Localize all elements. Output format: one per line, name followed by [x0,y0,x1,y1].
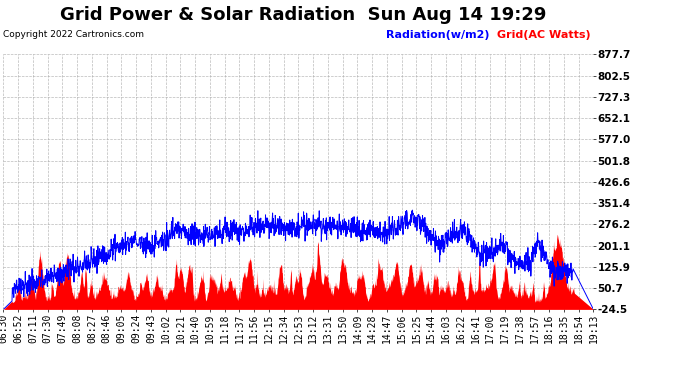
Text: Grid Power & Solar Radiation  Sun Aug 14 19:29: Grid Power & Solar Radiation Sun Aug 14 … [61,6,546,24]
Text: Radiation(w/m2): Radiation(w/m2) [386,30,490,40]
Text: Grid(AC Watts): Grid(AC Watts) [497,30,591,40]
Text: Copyright 2022 Cartronics.com: Copyright 2022 Cartronics.com [3,30,144,39]
